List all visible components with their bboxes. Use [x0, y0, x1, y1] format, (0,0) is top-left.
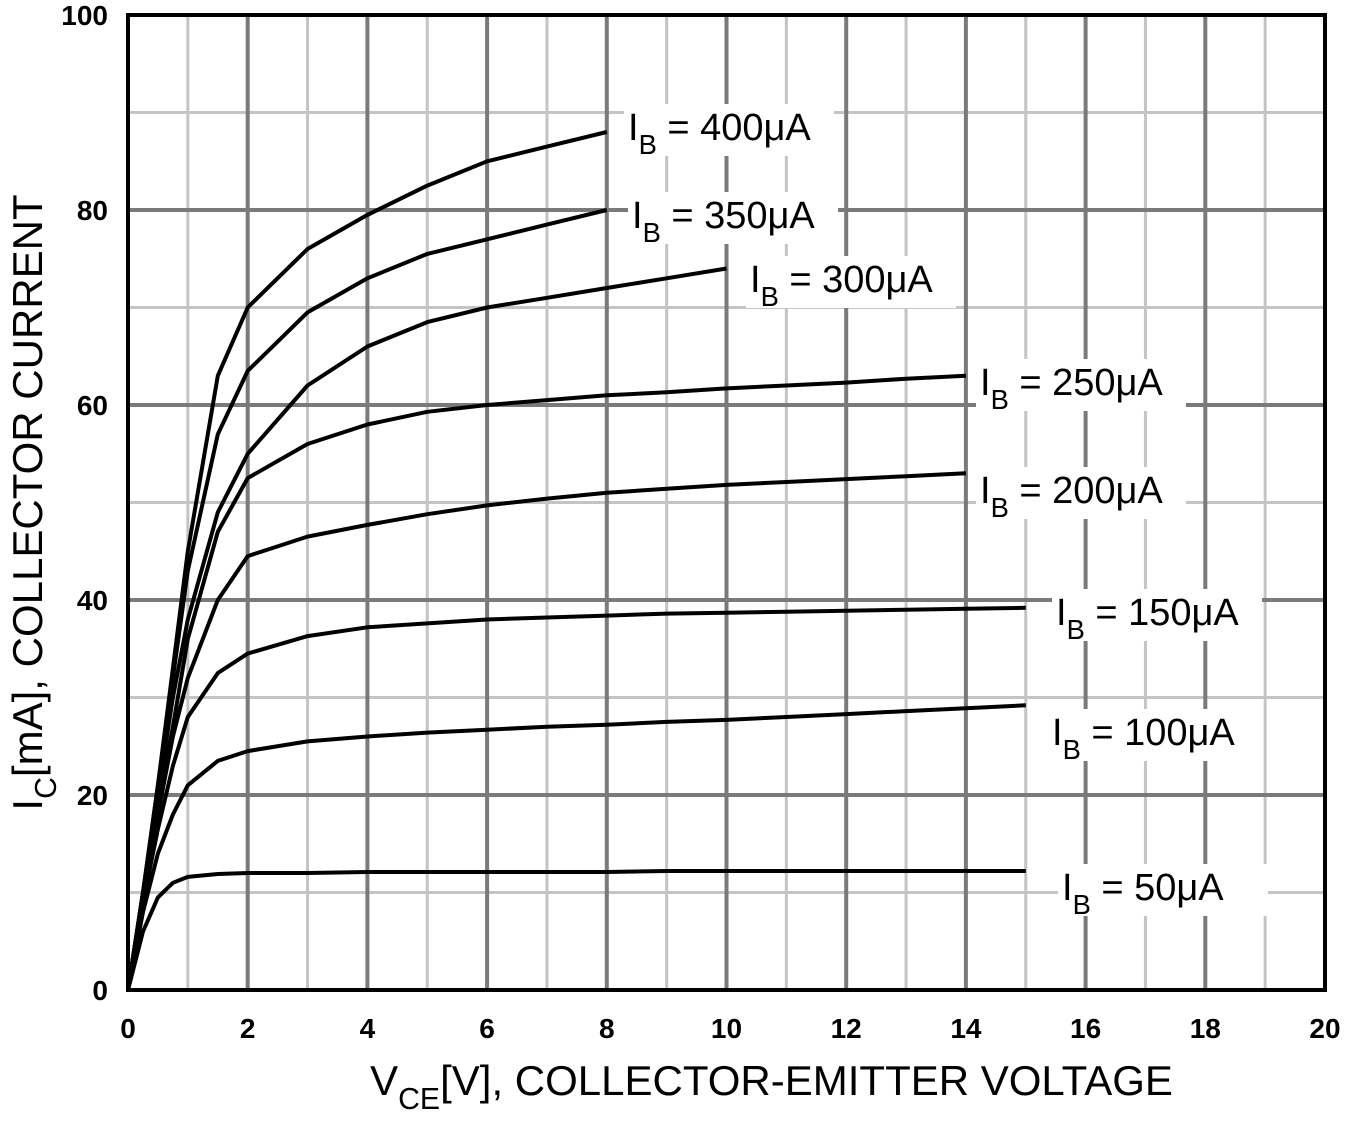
- subscript: B: [639, 129, 657, 160]
- text-part: I: [628, 107, 639, 149]
- series-label: IB = 300μA: [750, 259, 933, 312]
- subscript: B: [991, 384, 1009, 415]
- text-part: = 200μA: [1009, 470, 1164, 512]
- x-tick-label: 8: [599, 1013, 615, 1044]
- series-line: [126, 471, 966, 991]
- text-part: I: [4, 799, 51, 811]
- plot-frame: [126, 13, 1327, 992]
- label-background: [624, 104, 834, 156]
- x-tick-label: 20: [1309, 1013, 1340, 1044]
- label-background: [976, 467, 1186, 519]
- subscript: B: [991, 492, 1009, 523]
- text-part: I: [1052, 712, 1063, 754]
- subscript: B: [643, 217, 661, 248]
- x-axis-label: VCE[V], COLLECTOR-EMITTER VOLTAGE: [370, 1057, 1173, 1116]
- text-part: [V], COLLECTOR-EMITTER VOLTAGE: [440, 1057, 1173, 1104]
- x-tick-label: 2: [240, 1013, 256, 1044]
- series-label: IB = 400μA: [628, 107, 811, 160]
- text-part: [mA], COLLECTOR CURRENT: [4, 194, 51, 777]
- text-part: = 350μA: [661, 195, 816, 237]
- subscript: B: [761, 281, 779, 312]
- text-part: = 300μA: [779, 259, 934, 301]
- series-line: [126, 605, 1026, 991]
- text-part: I: [1056, 592, 1067, 634]
- series-label: IB = 50μA: [1062, 867, 1224, 920]
- y-tick-label: 0: [92, 975, 108, 1006]
- series-label: IB = 350μA: [632, 195, 815, 248]
- text-part: I: [750, 259, 761, 301]
- text-part: = 150μA: [1085, 592, 1240, 634]
- label-background: [1048, 709, 1258, 761]
- subscript: B: [1063, 734, 1081, 765]
- series-line: [126, 869, 1026, 991]
- series-line: [126, 266, 727, 991]
- series-label: IB = 150μA: [1056, 592, 1239, 645]
- y-axis-label: IC[mA], COLLECTOR CURRENT: [4, 194, 63, 810]
- x-tick-label: 16: [1070, 1013, 1101, 1044]
- label-background: [628, 192, 838, 244]
- x-tick-label: 0: [120, 1013, 136, 1044]
- label-background: [1058, 864, 1268, 916]
- y-tick-label: 80: [77, 195, 108, 226]
- subscript: C: [30, 777, 63, 799]
- subscript: B: [1067, 614, 1085, 645]
- label-background: [746, 256, 956, 308]
- text-part: I: [980, 470, 991, 512]
- y-tick-label: 60: [77, 390, 108, 421]
- series-label: IB = 200μA: [980, 470, 1163, 523]
- series-label: IB = 100μA: [1052, 712, 1235, 765]
- text-part: I: [1062, 867, 1073, 909]
- text-part: = 400μA: [657, 107, 812, 149]
- subscript: CE: [398, 1083, 440, 1116]
- x-tick-label: 6: [479, 1013, 495, 1044]
- series-label: IB = 250μA: [980, 362, 1163, 415]
- text-part: = 100μA: [1081, 712, 1236, 754]
- y-tick-label: 20: [77, 780, 108, 811]
- text-part: I: [632, 195, 643, 237]
- y-tick-label: 40: [77, 585, 108, 616]
- x-tick-label: 4: [360, 1013, 376, 1044]
- text-part: = 250μA: [1009, 362, 1164, 404]
- series-line: [126, 373, 966, 991]
- x-tick-label: 12: [831, 1013, 862, 1044]
- text-part: I: [980, 362, 991, 404]
- text-part: = 50μA: [1091, 867, 1224, 909]
- label-background: [976, 359, 1186, 411]
- x-tick-label: 10: [711, 1013, 742, 1044]
- label-background: [1052, 589, 1262, 641]
- subscript: B: [1073, 889, 1091, 920]
- text-part: V: [370, 1057, 398, 1104]
- x-tick-label: 14: [950, 1013, 982, 1044]
- series-line: [126, 703, 1026, 991]
- x-tick-label: 18: [1190, 1013, 1221, 1044]
- y-tick-label: 100: [61, 0, 108, 31]
